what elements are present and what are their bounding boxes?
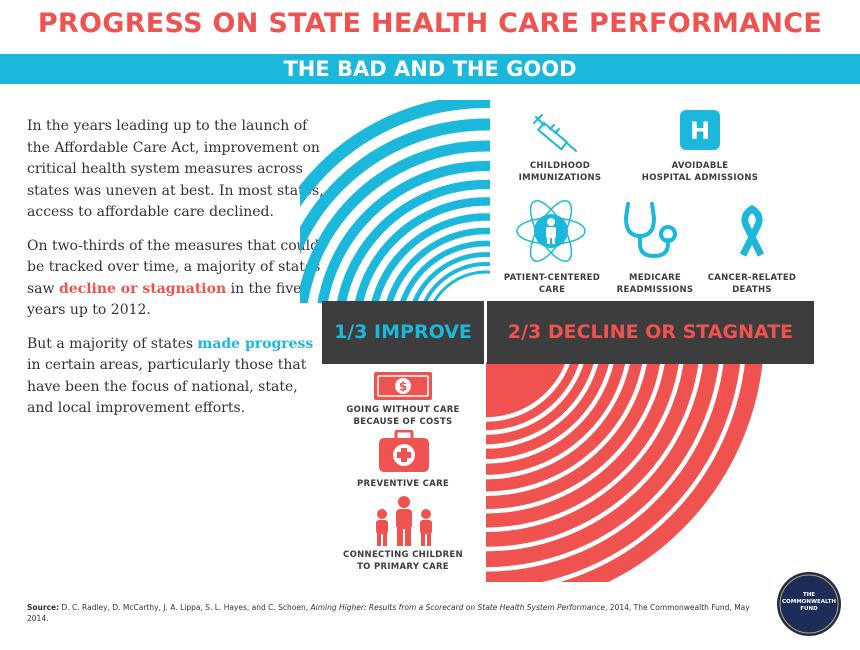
intro-p2-end: in the five years up to 2012. [27, 280, 302, 319]
family-icon [376, 496, 432, 546]
arc-ring [385, 227, 490, 303]
arc-core [486, 362, 561, 412]
arc-ring [300, 100, 490, 208]
improve-bar [322, 301, 484, 364]
measure-line: DEATHS [732, 285, 772, 295]
arc-ring [370, 213, 490, 303]
red-arcs [486, 362, 763, 582]
logo-line: FUND [800, 606, 818, 612]
improve-measure-label: CONNECTING CHILDREN TO PRIMARY CARE [334, 549, 472, 573]
syringe-icon [533, 114, 577, 152]
measure-line: CANCER-RELATED [707, 273, 797, 283]
logo-line: COMMONWEALTH [782, 599, 836, 605]
measure-line: CHILDHOOD [529, 161, 591, 171]
arc-ring [486, 362, 610, 460]
arc-ring [336, 179, 490, 303]
intro-paragraph-1: In the years leading up to the launch of… [27, 118, 324, 220]
measure-line: MEDICARE [628, 273, 682, 283]
decline-measure-label: CANCER-RELATED DEATHS [692, 272, 812, 296]
improve-measure-label: PREVENTIVE CARE [340, 478, 466, 490]
source-note: Source: D. C. Radley, D. McCarthy, J. A.… [27, 602, 757, 624]
measure-line: CONNECTING CHILDREN [343, 550, 463, 560]
logo-text: THE COMMONWEALTH FUND [776, 592, 842, 613]
intro-paragraph-2: On two-thirds of the measures that could… [27, 236, 327, 322]
stethoscope-icon [623, 202, 677, 259]
arc-ring [422, 262, 490, 303]
measure-line: HOSPITAL ADMISSIONS [641, 173, 759, 183]
arc-ring [317, 160, 490, 303]
arc-ring [300, 118, 490, 255]
measure-line: TO PRIMARY CARE [357, 562, 449, 572]
hospital-icon: H [680, 110, 720, 150]
subtitle-band [0, 54, 860, 84]
arc-ring [411, 252, 490, 303]
decline-label: 2/3 DECLINE OR STAGNATE [507, 321, 794, 343]
intro-p3-end: in certain areas, particularly those tha… [27, 357, 307, 416]
intro-p2-text: On two-thirds of the measures that could… [27, 237, 321, 297]
page-title: PROGRESS ON STATE HEALTH CARE PERFORMANC… [37, 8, 823, 39]
ribbon-icon [739, 204, 765, 257]
measure-line: GOING WITHOUT CARE [346, 405, 460, 415]
improve-measure-label: GOING WITHOUT CARE BECAUSE OF COSTS [340, 404, 466, 428]
decline-measure-label: MEDICARE READMISSIONS [595, 272, 715, 296]
logo-line: THE [802, 592, 816, 598]
source-title: Aiming Higher: Results from a Scorecard … [310, 603, 606, 612]
decline-measure-label: CHILDHOOD IMMUNIZATIONS [500, 160, 620, 184]
decline-highlight: decline or stagnation [58, 280, 227, 297]
intro-p3-text: But a majority of states [27, 335, 198, 352]
decline-bar [487, 301, 814, 364]
decline-measure-label: AVOIDABLE HOSPITAL ADMISSIONS [640, 160, 760, 184]
intro-paragraph-3: But a majority of states made progress i… [27, 334, 327, 420]
arc-ring [300, 140, 490, 303]
measure-line: READMISSIONS [616, 285, 694, 295]
measure-line: PREVENTIVE CARE [356, 479, 450, 489]
progress-highlight: made progress [197, 335, 314, 352]
commonwealth-fund-logo [777, 572, 841, 636]
patient-atom-icon [516, 200, 586, 262]
dollar-bill-icon: $ [374, 372, 432, 400]
improve-label: 1/3 IMPROVE [334, 321, 472, 343]
hospital-icon-letter: H [690, 117, 710, 145]
page-subtitle: THE BAD AND THE GOOD [283, 57, 577, 81]
measure-line: AVOIDABLE [671, 161, 729, 171]
measure-line: BECAUSE OF COSTS [353, 417, 453, 427]
source-label: Source: [27, 603, 60, 612]
decline-measure-label: PATIENT-CENTERED CARE [492, 272, 612, 296]
dollar-sign: $ [399, 380, 407, 394]
first-aid-kit-icon [379, 430, 429, 472]
arc-ring [399, 240, 490, 303]
intro-text: In the years leading up to the launch of… [27, 116, 327, 432]
measure-line: IMMUNIZATIONS [518, 173, 602, 183]
measure-line: PATIENT-CENTERED [503, 273, 601, 283]
source-authors: D. C. Radley, D. McCarthy, J. A. Lippa, … [59, 603, 311, 612]
arc-ring [354, 197, 490, 303]
source-publisher: , 2014, The Commonwealth Fund, May 2014. [27, 603, 750, 623]
arc-ring [431, 270, 490, 303]
blue-arcs [300, 100, 490, 303]
arc-ring [486, 362, 566, 418]
measure-line: CARE [538, 285, 566, 295]
